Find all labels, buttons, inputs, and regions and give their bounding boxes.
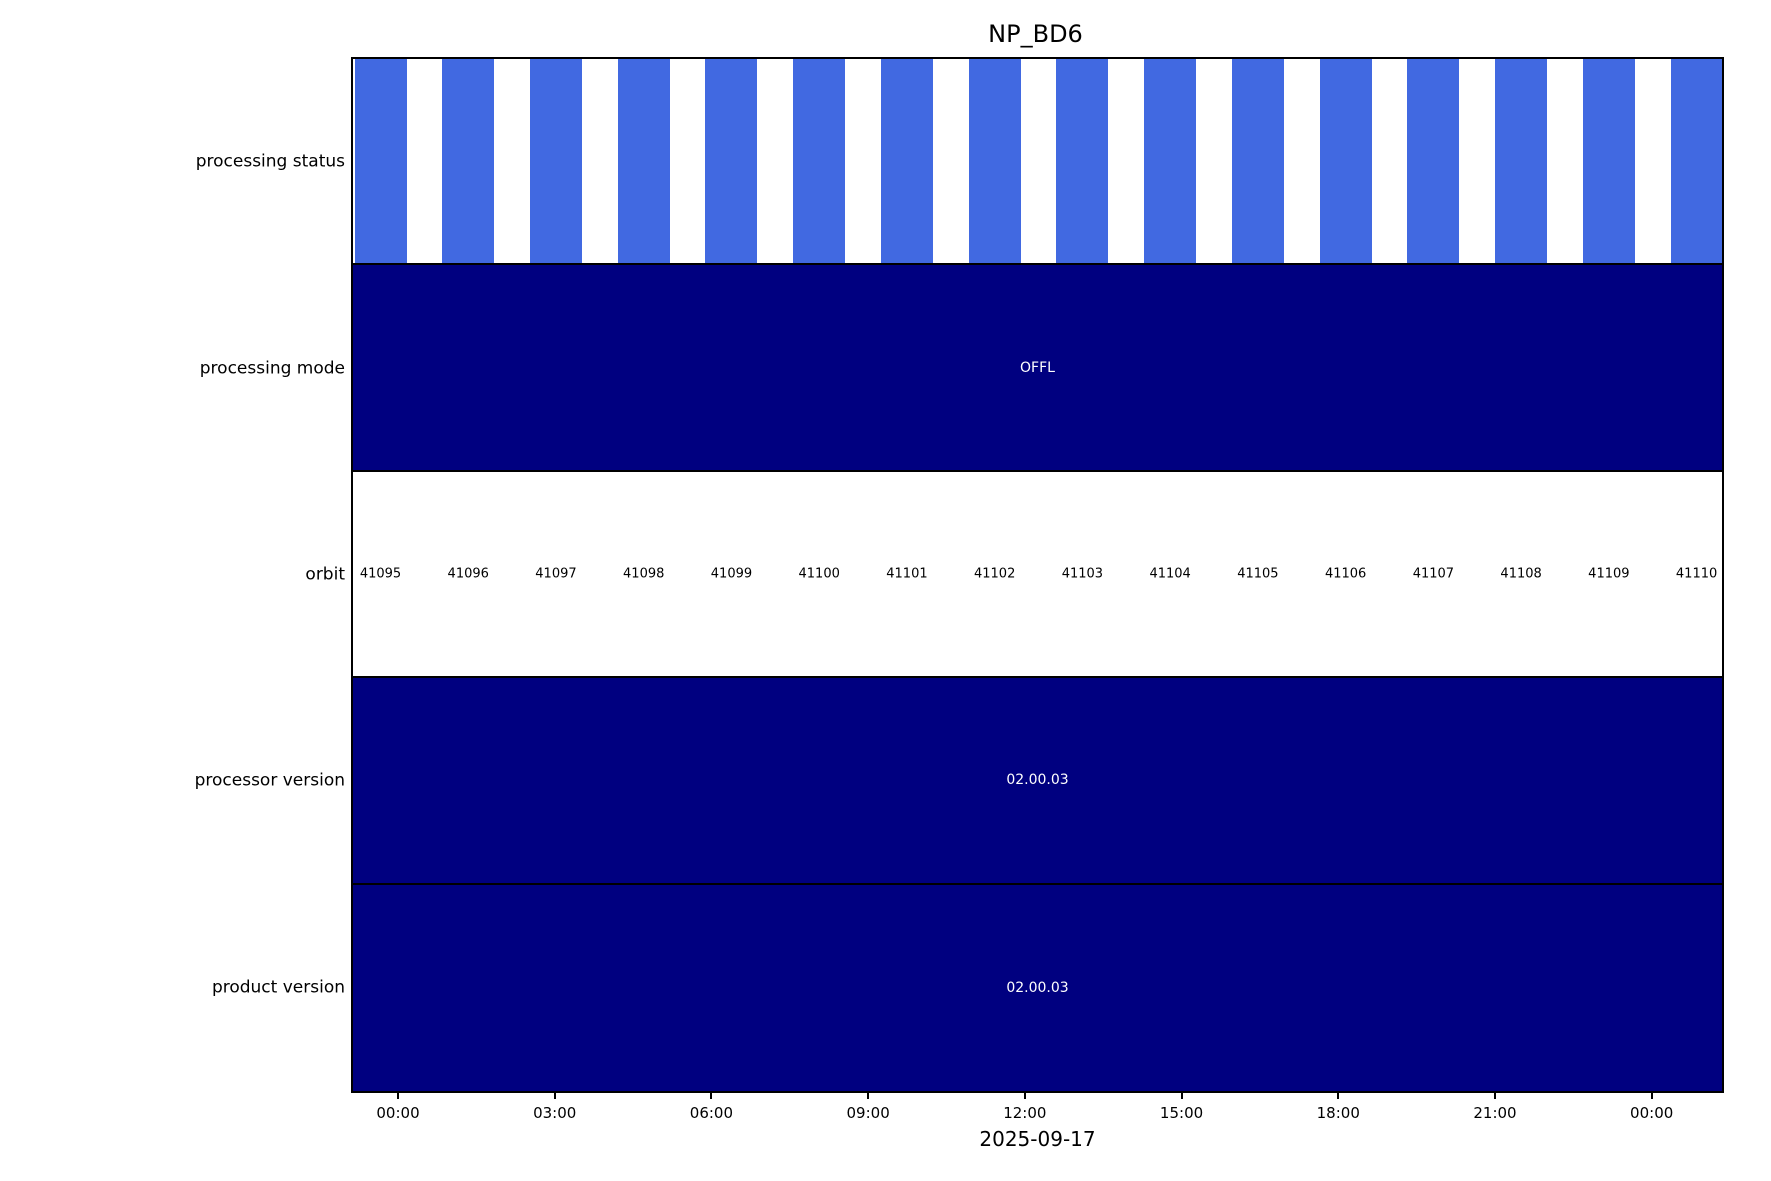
x-tick-mark bbox=[1023, 1091, 1026, 1099]
orbit-number-label: 41104 bbox=[1149, 566, 1191, 582]
x-tick-mark bbox=[1650, 1091, 1653, 1099]
x-tick-mark bbox=[553, 1091, 556, 1099]
orbit-number-label: 41098 bbox=[623, 566, 665, 582]
row-product-version: 02.00.03 bbox=[353, 884, 1722, 1091]
orbit-number-label: 41108 bbox=[1500, 566, 1542, 582]
x-tick-label: 21:00 bbox=[1473, 1104, 1517, 1122]
processing-status-bar bbox=[354, 59, 407, 264]
processing-status-bar bbox=[442, 59, 495, 264]
row-processing-mode: OFFL bbox=[353, 265, 1722, 472]
orbit-number-label: 41107 bbox=[1412, 566, 1455, 582]
x-tick-label: 00:00 bbox=[376, 1104, 420, 1122]
orbit-number-label: 41099 bbox=[710, 566, 753, 582]
processing-status-bar bbox=[880, 59, 933, 264]
x-axis-label: 2025-09-17 bbox=[979, 1127, 1096, 1151]
processing-status-bar bbox=[1670, 59, 1722, 264]
x-tick-label: 06:00 bbox=[689, 1104, 734, 1122]
plot-area: OFFL 41095 41096 41097 41098 41099 41100 41101… bbox=[195, 57, 1724, 1151]
x-tick-mark bbox=[1180, 1091, 1183, 1099]
processing-status-bar bbox=[1319, 59, 1372, 264]
product-version-value: 02.00.03 bbox=[1006, 979, 1069, 996]
processing-status-bar bbox=[793, 59, 846, 264]
processing-status-bar bbox=[1056, 59, 1109, 264]
orbit-number-label: 41096 bbox=[447, 566, 489, 582]
orbit-number-label: 41102 bbox=[973, 566, 1016, 582]
ylabel-processor-version: processor version bbox=[194, 770, 345, 791]
orbit-number-label: 41106 bbox=[1324, 566, 1367, 582]
processing-status-bar bbox=[1144, 59, 1197, 264]
row-orbit: 41095 41096 41097 41098 41099 41100 41101 41102… bbox=[353, 471, 1722, 679]
x-tick-label: 03:00 bbox=[533, 1104, 577, 1122]
row-processing-status bbox=[353, 59, 1722, 266]
orbit-number-label: 41105 bbox=[1237, 566, 1279, 582]
processing-status-bar bbox=[968, 59, 1021, 264]
x-tick-mark bbox=[867, 1091, 870, 1099]
x-tick-mark bbox=[1337, 1091, 1340, 1099]
chart-title: NP_BD6 bbox=[988, 20, 1083, 48]
processing-status-bar bbox=[1231, 59, 1284, 264]
processing-status-bar bbox=[1495, 59, 1548, 264]
ylabel-product-version: product version bbox=[211, 977, 345, 998]
orbit-number-label: 41101 bbox=[886, 566, 928, 582]
processor-version-value: 02.00.03 bbox=[1006, 772, 1069, 789]
processing-status-bar bbox=[529, 59, 582, 264]
ylabel-processing-status: processing status bbox=[195, 151, 345, 172]
ylabel-orbit: orbit bbox=[305, 564, 345, 585]
x-tick-label: 00:00 bbox=[1630, 1104, 1674, 1122]
processing-status-bar bbox=[1407, 59, 1460, 264]
ylabel-processing-mode: processing mode bbox=[199, 358, 345, 379]
x-tick-mark bbox=[1493, 1091, 1496, 1099]
x-tick-mark bbox=[710, 1091, 713, 1099]
row-processor-version: 02.00.03 bbox=[353, 678, 1722, 885]
processing-status-bar bbox=[1582, 59, 1635, 264]
x-tick-label: 15:00 bbox=[1159, 1104, 1204, 1122]
orbit-number-label: 41109 bbox=[1588, 566, 1630, 582]
x-tick-label: 12:00 bbox=[1003, 1104, 1047, 1122]
processing-mode-value: OFFL bbox=[1020, 359, 1055, 376]
orbit-number-label: 41100 bbox=[798, 566, 840, 582]
processing-status-bar bbox=[617, 59, 670, 264]
orbit-number-label: 41097 bbox=[535, 566, 577, 582]
x-tick-label: 18:00 bbox=[1316, 1104, 1360, 1122]
orbit-number-label: 41095 bbox=[359, 566, 402, 582]
x-tick-mark bbox=[397, 1091, 399, 1099]
processing-status-bar bbox=[705, 59, 758, 264]
x-tick-label: 09:00 bbox=[846, 1104, 890, 1122]
orbit-number-label: 41103 bbox=[1061, 566, 1104, 582]
orbit-number-label: 41110 bbox=[1675, 566, 1718, 582]
